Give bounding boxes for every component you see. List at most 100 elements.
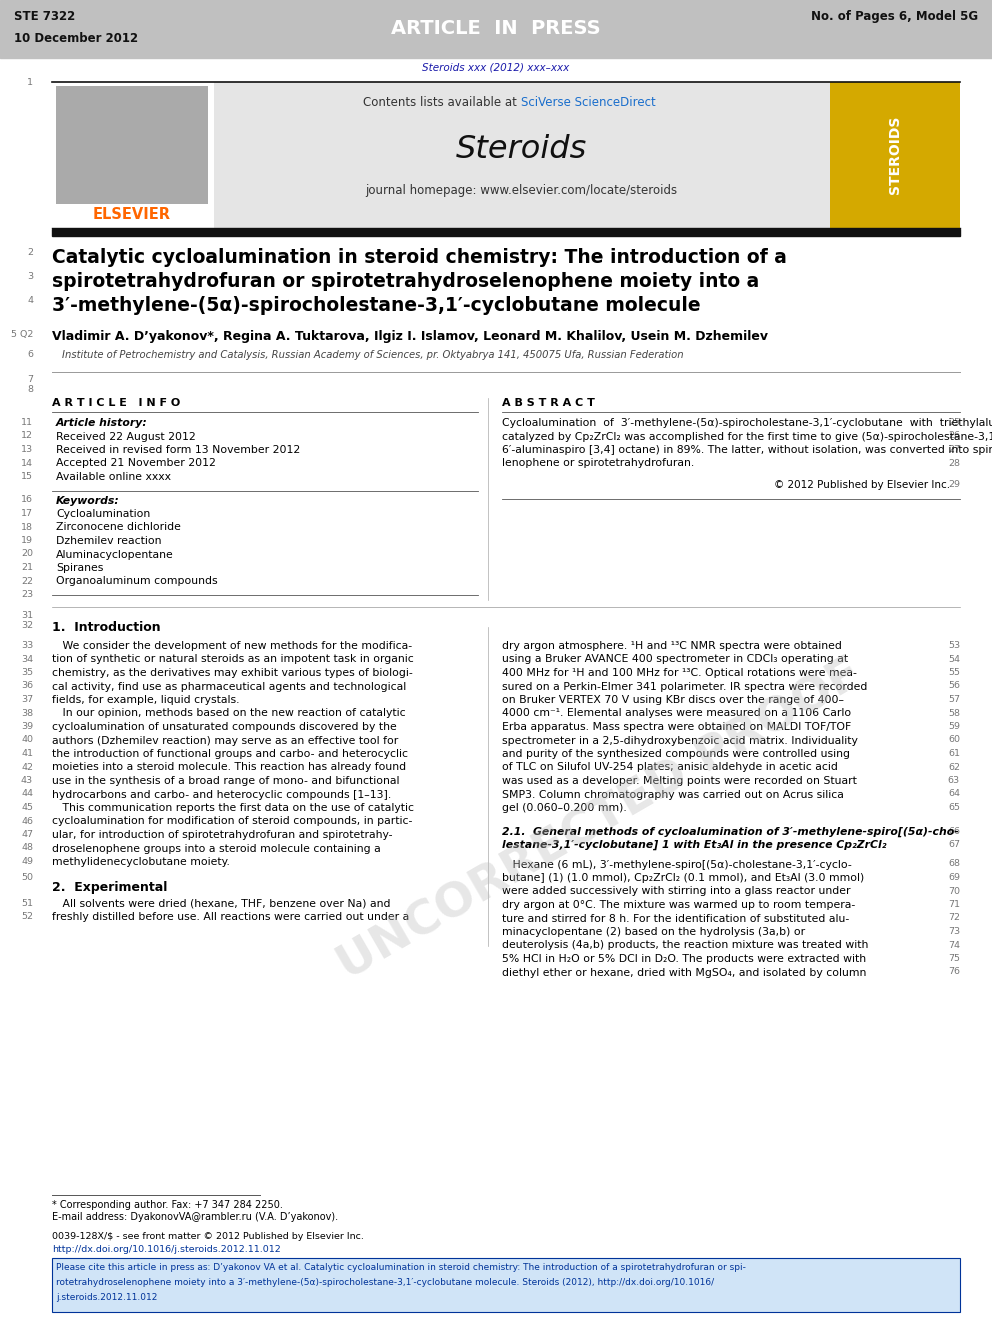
Text: 66: 66 xyxy=(948,827,960,836)
Text: 37: 37 xyxy=(21,695,33,704)
Text: was used as a developer. Melting points were recorded on Stuart: was used as a developer. Melting points … xyxy=(502,777,857,786)
Text: ELSEVIER: ELSEVIER xyxy=(93,206,171,222)
Text: * Corresponding author. Fax: +7 347 284 2250.: * Corresponding author. Fax: +7 347 284 … xyxy=(52,1200,283,1211)
Text: lenophene or spirotetrahydrofuran.: lenophene or spirotetrahydrofuran. xyxy=(502,459,694,468)
Text: journal homepage: www.elsevier.com/locate/steroids: journal homepage: www.elsevier.com/locat… xyxy=(365,184,678,197)
Bar xyxy=(214,82,828,228)
Text: 17: 17 xyxy=(21,509,33,519)
Text: chemistry, as the derivatives may exhibit various types of biologi-: chemistry, as the derivatives may exhibi… xyxy=(52,668,413,677)
Text: 6′-aluminaspiro [3,4] octane) in 89%. The latter, without isolation, was convert: 6′-aluminaspiro [3,4] octane) in 89%. Th… xyxy=(502,445,992,455)
Text: 5 Q2: 5 Q2 xyxy=(11,329,33,339)
Text: 15: 15 xyxy=(21,472,33,482)
Text: SciVerse ScienceDirect: SciVerse ScienceDirect xyxy=(521,97,656,108)
Text: 72: 72 xyxy=(948,913,960,922)
Text: A B S T R A C T: A B S T R A C T xyxy=(502,398,595,407)
Text: Organoaluminum compounds: Organoaluminum compounds xyxy=(56,577,217,586)
Text: STEROIDS: STEROIDS xyxy=(888,116,902,194)
Text: Received in revised form 13 November 2012: Received in revised form 13 November 201… xyxy=(56,445,301,455)
Text: 3: 3 xyxy=(27,273,33,280)
Text: Cycloalumination  of  3′-methylene-(5α)-spirocholestane-3,1′-cyclobutane  with  : Cycloalumination of 3′-methylene-(5α)-sp… xyxy=(502,418,992,429)
Text: 38: 38 xyxy=(21,709,33,717)
Text: STE 7322: STE 7322 xyxy=(14,11,75,22)
Bar xyxy=(0,0,992,58)
Text: 65: 65 xyxy=(948,803,960,812)
Text: 20: 20 xyxy=(21,549,33,558)
Text: cycloalumination for modification of steroid compounds, in partic-: cycloalumination for modification of ste… xyxy=(52,816,413,827)
Text: 28: 28 xyxy=(948,459,960,467)
Text: dry argon atmosphere. ¹H and ¹³C NMR spectra were obtained: dry argon atmosphere. ¹H and ¹³C NMR spe… xyxy=(502,642,842,651)
Text: sured on a Perkin-Elmer 341 polarimeter. IR spectra were recorded: sured on a Perkin-Elmer 341 polarimeter.… xyxy=(502,681,867,692)
Text: Keywords:: Keywords: xyxy=(56,496,120,505)
Text: 12: 12 xyxy=(21,431,33,441)
Text: butane] (1) (1.0 mmol), Cp₂ZrCl₂ (0.1 mmol), and Et₃Al (3.0 mmol): butane] (1) (1.0 mmol), Cp₂ZrCl₂ (0.1 mm… xyxy=(502,873,864,882)
Text: 46: 46 xyxy=(21,816,33,826)
Text: A R T I C L E   I N F O: A R T I C L E I N F O xyxy=(52,398,181,407)
Text: 3′-methylene-(5α)-spirocholestane-3,1′-cyclobutane molecule: 3′-methylene-(5α)-spirocholestane-3,1′-c… xyxy=(52,296,700,315)
Text: 44: 44 xyxy=(21,790,33,799)
Text: 4000 cm⁻¹. Elemental analyses were measured on a 1106 Carlo: 4000 cm⁻¹. Elemental analyses were measu… xyxy=(502,709,851,718)
Text: 45: 45 xyxy=(21,803,33,812)
Text: ARTICLE  IN  PRESS: ARTICLE IN PRESS xyxy=(391,20,601,38)
Text: tion of synthetic or natural steroids as an impotent task in organic: tion of synthetic or natural steroids as… xyxy=(52,655,414,664)
Text: 59: 59 xyxy=(948,722,960,732)
Text: the introduction of functional groups and carbo- and heterocyclic: the introduction of functional groups an… xyxy=(52,749,408,759)
Text: 75: 75 xyxy=(948,954,960,963)
Text: SMP3. Column chromatography was carried out on Acrus silica: SMP3. Column chromatography was carried … xyxy=(502,790,844,799)
Text: deuterolysis (4a,b) products, the reaction mixture was treated with: deuterolysis (4a,b) products, the reacti… xyxy=(502,941,868,950)
Text: 4: 4 xyxy=(27,296,33,306)
Text: j.steroids.2012.11.012: j.steroids.2012.11.012 xyxy=(56,1293,158,1302)
Text: 36: 36 xyxy=(21,681,33,691)
Text: http://dx.doi.org/10.1016/j.steroids.2012.11.012: http://dx.doi.org/10.1016/j.steroids.201… xyxy=(52,1245,281,1254)
Text: 54: 54 xyxy=(948,655,960,664)
Text: were added successively with stirring into a glass reactor under: were added successively with stirring in… xyxy=(502,886,850,897)
Text: 40: 40 xyxy=(21,736,33,745)
Bar xyxy=(52,82,212,228)
Text: 62: 62 xyxy=(948,762,960,771)
Text: cycloalumination of unsaturated compounds discovered by the: cycloalumination of unsaturated compound… xyxy=(52,722,397,732)
Text: catalyzed by Cp₂ZrCl₂ was accomplished for the first time to give (5α)-spirochol: catalyzed by Cp₂ZrCl₂ was accomplished f… xyxy=(502,431,992,442)
Text: 60: 60 xyxy=(948,736,960,745)
Text: 6: 6 xyxy=(27,351,33,359)
Text: hydrocarbons and carbo- and heterocyclic compounds [1–13].: hydrocarbons and carbo- and heterocyclic… xyxy=(52,790,391,799)
Text: diethyl ether or hexane, dried with MgSO₄, and isolated by column: diethyl ether or hexane, dried with MgSO… xyxy=(502,967,866,978)
Text: All solvents were dried (hexane, THF, benzene over Na) and: All solvents were dried (hexane, THF, be… xyxy=(52,898,391,909)
Text: authors (Dzhemilev reaction) may serve as an effective tool for: authors (Dzhemilev reaction) may serve a… xyxy=(52,736,398,745)
Text: 1: 1 xyxy=(27,78,33,87)
Text: Spiranes: Spiranes xyxy=(56,564,103,573)
Text: spectrometer in a 2,5-dihydroxybenzoic acid matrix. Individuality: spectrometer in a 2,5-dihydroxybenzoic a… xyxy=(502,736,858,745)
Text: Steroids: Steroids xyxy=(455,134,586,165)
Text: Vladimir A. D’yakonov*, Regina A. Tuktarova, Ilgiz I. Islamov, Leonard M. Khalil: Vladimir A. D’yakonov*, Regina A. Tuktar… xyxy=(52,329,768,343)
Text: 16: 16 xyxy=(21,496,33,504)
Text: Erba apparatus. Mass spectra were obtained on MALDI TOF/TOF: Erba apparatus. Mass spectra were obtain… xyxy=(502,722,851,732)
Text: 67: 67 xyxy=(948,840,960,849)
Text: Received 22 August 2012: Received 22 August 2012 xyxy=(56,431,195,442)
Text: Hexane (6 mL), 3′-methylene-spiro[(5α)-cholestane-3,1′-cyclo-: Hexane (6 mL), 3′-methylene-spiro[(5α)-c… xyxy=(502,860,852,869)
Text: 29: 29 xyxy=(948,480,960,490)
Text: 2: 2 xyxy=(27,247,33,257)
Bar xyxy=(52,1258,960,1312)
Text: © 2012 Published by Elsevier Inc.: © 2012 Published by Elsevier Inc. xyxy=(774,480,950,490)
Text: 47: 47 xyxy=(21,830,33,839)
Text: fields, for example, liquid crystals.: fields, for example, liquid crystals. xyxy=(52,695,239,705)
Text: methylidenecyclobutane moiety.: methylidenecyclobutane moiety. xyxy=(52,857,230,867)
Text: dry argon at 0°C. The mixture was warmed up to room tempera-: dry argon at 0°C. The mixture was warmed… xyxy=(502,900,855,910)
Text: Zirconocene dichloride: Zirconocene dichloride xyxy=(56,523,181,532)
Text: UNCORRECTED PROOF: UNCORRECTED PROOF xyxy=(330,651,870,988)
Text: 74: 74 xyxy=(948,941,960,950)
Text: 27: 27 xyxy=(948,445,960,454)
Text: 70: 70 xyxy=(948,886,960,896)
Text: lestane-3,1′-cyclobutane] 1 with Et₃Al in the presence Cp₂ZrCl₂: lestane-3,1′-cyclobutane] 1 with Et₃Al i… xyxy=(502,840,887,851)
Text: 8: 8 xyxy=(27,385,33,394)
Text: 39: 39 xyxy=(21,722,33,732)
Text: 14: 14 xyxy=(21,459,33,467)
Text: 56: 56 xyxy=(948,681,960,691)
Text: 19: 19 xyxy=(21,536,33,545)
Text: 63: 63 xyxy=(948,777,960,785)
Text: Accepted 21 November 2012: Accepted 21 November 2012 xyxy=(56,459,216,468)
Text: 400 MHz for ¹H and 100 MHz for ¹³C. Optical rotations were mea-: 400 MHz for ¹H and 100 MHz for ¹³C. Opti… xyxy=(502,668,857,677)
Text: 58: 58 xyxy=(948,709,960,717)
Text: 55: 55 xyxy=(948,668,960,677)
Text: 10 December 2012: 10 December 2012 xyxy=(14,32,138,45)
Text: E-mail address: DyakonovVA@rambler.ru (V.A. D’yakonov).: E-mail address: DyakonovVA@rambler.ru (V… xyxy=(52,1212,338,1222)
Text: 31: 31 xyxy=(21,611,33,620)
